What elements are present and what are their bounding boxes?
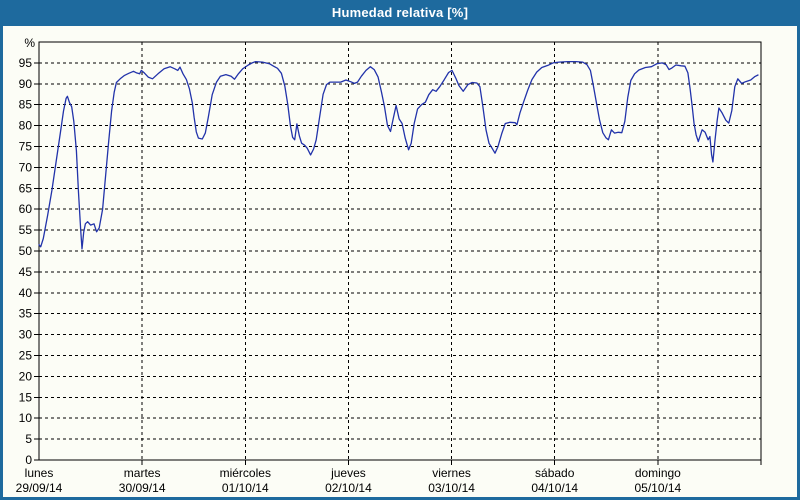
x-day-label: martes <box>124 466 161 480</box>
x-day-label: sábado <box>535 466 575 480</box>
x-day-label: lunes <box>25 466 54 480</box>
x-day-label: jueves <box>330 466 366 480</box>
x-date-label: 04/10/14 <box>531 481 578 495</box>
x-date-label: 02/10/14 <box>325 481 372 495</box>
y-tick-label: 95 <box>19 56 33 70</box>
x-day-label: miércoles <box>220 466 271 480</box>
y-tick-label: 45 <box>19 265 33 279</box>
y-tick-label: 20 <box>19 369 33 383</box>
y-tick-label: 75 <box>19 140 33 154</box>
y-tick-label: 50 <box>19 244 33 258</box>
x-date-label: 05/10/14 <box>634 481 681 495</box>
humidity-series-line <box>38 60 759 250</box>
y-tick-label: 0 <box>25 453 32 467</box>
y-tick-label: 80 <box>19 119 33 133</box>
x-day-label: domingo <box>635 466 681 480</box>
y-tick-label: 70 <box>19 160 33 174</box>
y-tick-label: 40 <box>19 286 33 300</box>
y-tick-label: 10 <box>19 411 33 425</box>
x-date-label: 01/10/14 <box>222 481 269 495</box>
y-tick-label: 5 <box>25 432 32 446</box>
y-tick-label: 85 <box>19 98 33 112</box>
x-day-label: viernes <box>432 466 471 480</box>
y-axis-unit-label: % <box>24 36 35 50</box>
title-bar: Humedad relativa [%] <box>0 0 800 26</box>
y-tick-label: 90 <box>19 77 33 91</box>
x-date-label: 29/09/14 <box>16 481 63 495</box>
y-tick-label: 25 <box>19 349 33 363</box>
y-tick-label: 55 <box>19 223 33 237</box>
x-date-label: 30/09/14 <box>119 481 166 495</box>
x-date-label: 03/10/14 <box>428 481 475 495</box>
chart-title: Humedad relativa [%] <box>331 5 469 20</box>
y-tick-label: 35 <box>19 307 33 321</box>
y-tick-label: 15 <box>19 390 33 404</box>
y-tick-label: 60 <box>19 202 33 216</box>
y-tick-label: 65 <box>19 181 33 195</box>
y-tick-label: 30 <box>19 328 33 342</box>
plot-border <box>38 41 762 461</box>
